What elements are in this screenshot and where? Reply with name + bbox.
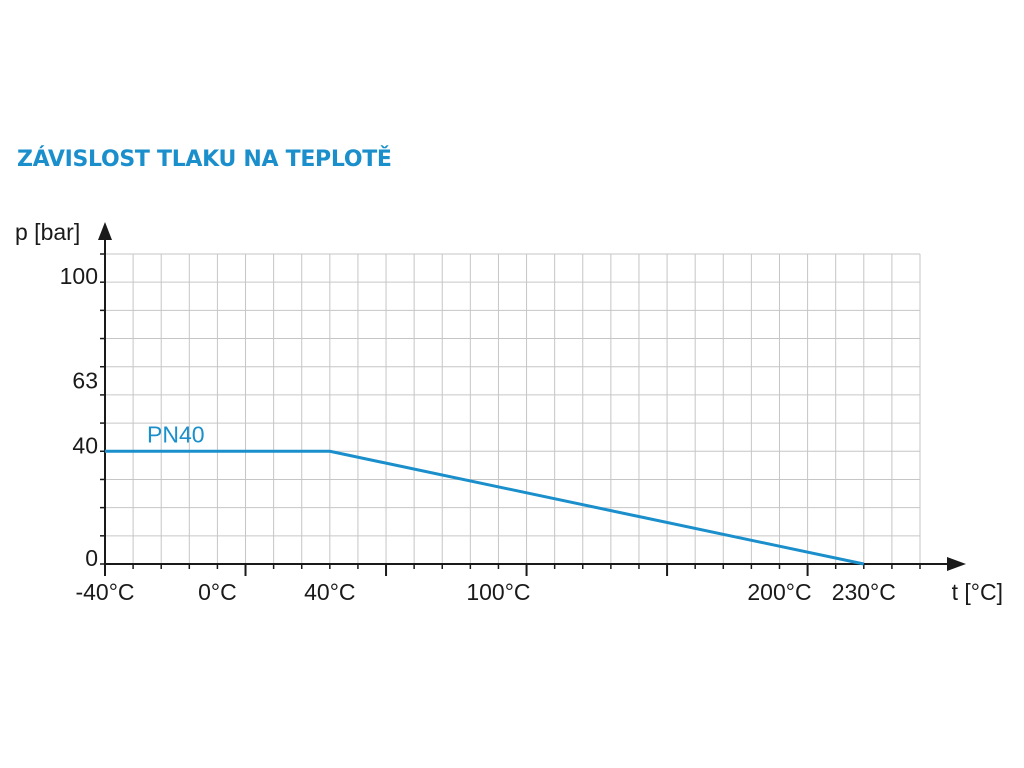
- chart-title: ZÁVISLOST TLAKU NA TEPLOTĚ: [17, 147, 392, 172]
- x-axis-arrow-icon: [947, 557, 966, 571]
- y-tick-label: 40: [72, 432, 98, 458]
- x-tick-label: -40°C: [75, 579, 134, 605]
- series-label: PN40: [147, 421, 205, 447]
- x-axis-label: t [°C]: [952, 579, 1003, 605]
- x-tick-label: 0°C: [198, 579, 237, 605]
- x-tick-label: 200°C: [747, 579, 811, 605]
- x-tick-label: 40°C: [304, 579, 355, 605]
- tick-labels: -40°C 0°C 40°C 100°C 200°C 230°C 0 40 63 100: [60, 263, 896, 605]
- y-tick-label: 63: [72, 367, 98, 393]
- axis-tick-marks: [100, 253, 921, 576]
- x-tick-label: 230°C: [832, 579, 896, 605]
- y-axis-arrow-icon: [98, 222, 112, 240]
- series-layer: PN40: [105, 421, 865, 566]
- y-tick-label: 0: [85, 545, 98, 571]
- series-line: [105, 449, 865, 566]
- y-tick-label: 100: [60, 263, 98, 289]
- grid: [104, 253, 921, 565]
- y-axis-label: p [bar]: [15, 219, 80, 245]
- x-tick-label: 100°C: [466, 579, 530, 605]
- axes: [98, 222, 966, 576]
